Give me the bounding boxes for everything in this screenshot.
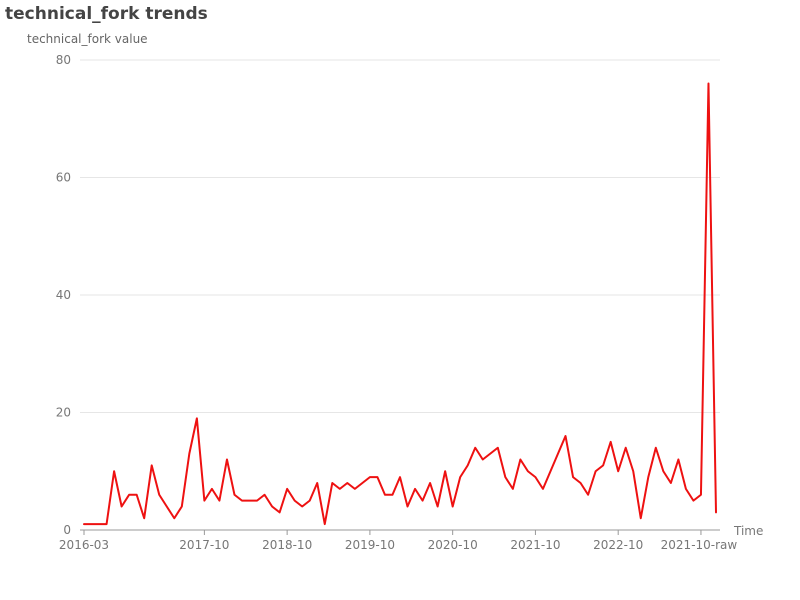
x-tick-label: 2019-10 — [345, 538, 395, 552]
x-tick-label: 2022-10 — [593, 538, 643, 552]
y-tick-label: 20 — [56, 406, 71, 420]
x-tick-label: 2016-03 — [59, 538, 109, 552]
y-tick-label: 60 — [56, 171, 71, 185]
x-tick-label: 2020-10 — [428, 538, 478, 552]
y-tick-label: 40 — [56, 288, 71, 302]
x-tick-label: 2018-10 — [262, 538, 312, 552]
x-tick-label: 2021-10 — [510, 538, 560, 552]
x-tick-label: 2017-10 — [179, 538, 229, 552]
x-axis-label: Time — [733, 524, 763, 538]
y-tick-label: 0 — [63, 523, 71, 537]
chart-title: technical_fork trends — [5, 4, 208, 24]
x-ticks: 2016-03 2017-10 2018-10 2019-10 2020-10 2021-… — [59, 530, 737, 552]
y-axis-label: technical_fork value — [27, 32, 148, 46]
gridlines — [80, 59, 720, 413]
series-line — [83, 82, 717, 526]
x-tick-label: 2021-10-raw — [661, 538, 738, 552]
y-tick-label: 80 — [56, 53, 71, 67]
y-ticks: 0 20 40 60 80 — [56, 53, 71, 537]
